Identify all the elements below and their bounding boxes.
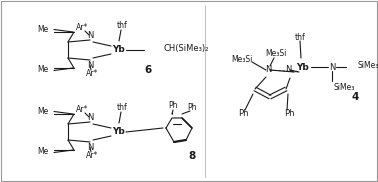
Text: Ar*: Ar* <box>86 70 98 78</box>
Text: Ar*: Ar* <box>86 151 98 161</box>
Text: Me: Me <box>37 66 48 74</box>
Text: Me: Me <box>37 25 48 35</box>
Text: Yb: Yb <box>112 46 124 54</box>
Text: Yb: Yb <box>296 62 308 72</box>
Text: SiMe₃: SiMe₃ <box>334 82 355 92</box>
Text: 4: 4 <box>351 92 359 102</box>
Text: thf: thf <box>117 104 127 112</box>
Text: Me: Me <box>37 147 48 157</box>
Text: 6: 6 <box>144 65 152 75</box>
Text: 8: 8 <box>188 151 196 161</box>
Text: N: N <box>87 112 93 122</box>
Text: Ph: Ph <box>284 110 294 118</box>
Text: N: N <box>285 64 291 74</box>
Text: Ph: Ph <box>187 104 197 112</box>
Text: Ar*: Ar* <box>76 106 88 114</box>
Text: thf: thf <box>117 21 127 31</box>
Text: Ar*: Ar* <box>76 23 88 33</box>
Text: N: N <box>329 62 335 72</box>
Text: Yb: Yb <box>112 128 124 136</box>
Text: CH(SiMe₃)₂: CH(SiMe₃)₂ <box>163 45 209 54</box>
Text: SiMe₃: SiMe₃ <box>358 62 378 70</box>
Text: N: N <box>87 31 93 39</box>
Text: Me₃Si: Me₃Si <box>265 50 287 58</box>
Text: thf: thf <box>294 33 305 41</box>
Text: Me₃Si: Me₃Si <box>231 56 253 64</box>
Text: N: N <box>87 143 93 151</box>
Text: N: N <box>87 60 93 70</box>
Text: Me: Me <box>37 108 48 116</box>
Text: Ph: Ph <box>168 102 178 110</box>
Text: N: N <box>265 64 271 74</box>
Text: Ph: Ph <box>238 110 248 118</box>
